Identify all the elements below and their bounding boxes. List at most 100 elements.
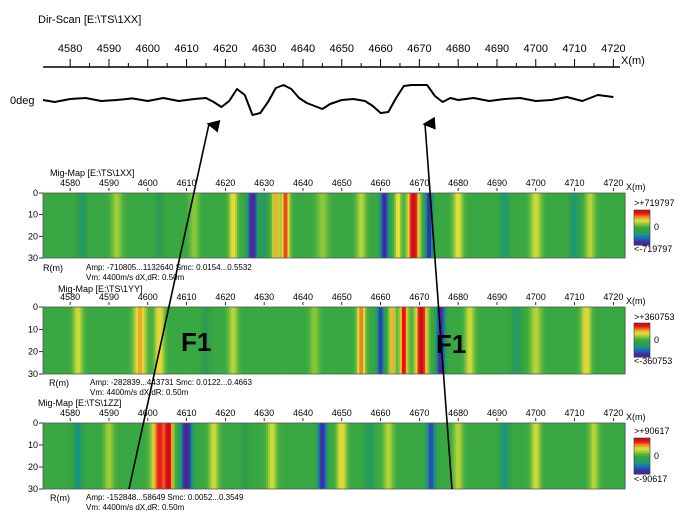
panel-1-heat-cell <box>537 193 541 258</box>
panel-1-heat-cell <box>143 193 147 258</box>
panel-2-heat-cell <box>269 307 273 374</box>
panel-2-heat-cell <box>172 307 176 374</box>
panel-2-colorbar-step <box>634 324 650 327</box>
panel-3-heat-cell <box>287 423 290 489</box>
panel-3-x-label: X(m) <box>626 412 646 422</box>
panel-1-colorbar-step <box>634 215 650 218</box>
panel-2-heat-cell <box>316 307 320 374</box>
panel-2-heat-cell <box>520 307 523 374</box>
panel-2-heat-cell <box>326 307 329 374</box>
panel-3-heat-cell <box>178 423 182 489</box>
panel-1-heat-cell <box>413 193 417 258</box>
panel-1-heat-cell <box>322 193 325 258</box>
panel-3-heat-cell <box>304 423 308 489</box>
panel-3-heat-cell <box>496 423 500 489</box>
panel-3-y-tick-label: 10 <box>28 440 38 450</box>
panel-2-heat-cell <box>332 307 335 374</box>
panel-3-heat-cell <box>174 423 178 489</box>
panel-2-heat-cell <box>394 307 397 374</box>
panel-3-heat-cell <box>436 423 440 489</box>
panel-3-colorbar-step <box>634 448 650 451</box>
panel-2-heat-cell <box>343 307 347 374</box>
panel-3-heat-cell <box>372 423 376 489</box>
panel-3-heat-cell <box>592 423 595 489</box>
panel-3-heat-cell <box>66 423 69 489</box>
panel-2-heat-cell <box>609 307 613 374</box>
panel-1-heat-cell <box>167 193 170 258</box>
panel-1-heat-cell <box>520 193 523 258</box>
panel-2-heat-cell <box>508 307 512 374</box>
panel-3-heat-cell <box>198 423 201 489</box>
panel-3-colorbar-step <box>634 469 650 472</box>
panel-2-heat-cell <box>442 307 446 374</box>
panel-1-heat-cell <box>504 193 508 258</box>
panel-3-x-tick-label: 4620 <box>215 408 235 418</box>
panel-2-heat-cell <box>52 307 56 374</box>
panel-1-heat-cell <box>172 193 176 258</box>
panel-1-heat-cell <box>107 193 110 258</box>
panel-1-r-label: R(m) <box>43 263 63 273</box>
panel-1-y-axis: 0 10 20 30 <box>28 188 43 263</box>
panel-1-heat-cell <box>174 193 178 258</box>
panel-2-r-label: R(m) <box>49 378 69 388</box>
panel-3-heat-cell <box>250 423 254 489</box>
panel-2-heat-cell <box>273 307 277 374</box>
panel-2-cbar-bottom: <-360753 <box>634 356 672 366</box>
panel-2-heat-cell <box>157 307 160 374</box>
panel-1-heat-cell <box>250 193 254 258</box>
panel-1-heat-cell <box>593 193 597 258</box>
panel-1-heat-cell <box>368 193 372 258</box>
panel-1-heat-cell <box>545 193 548 258</box>
panel-3-heat-cell <box>510 423 514 489</box>
panel-2-heat-cell <box>465 307 469 374</box>
panel-3-heat-cell <box>48 423 52 489</box>
panel-2-heat-cell <box>429 307 432 374</box>
panel-1-heat-cell <box>196 193 199 258</box>
panel-1-heat-cell <box>126 193 129 258</box>
panel-3-heat-cell <box>124 423 128 489</box>
panel-2-heat-cell <box>415 307 419 374</box>
panel-3-heat-cell <box>213 423 217 489</box>
panel-3-colorbar-step <box>634 438 650 440</box>
panel-1-colorbar-frame <box>633 209 651 246</box>
panel-3-heat-cell <box>593 423 597 489</box>
panel-2-heat-cell <box>275 307 279 374</box>
panel-3-heat-cell <box>491 423 494 489</box>
panel-1-heat-cell <box>526 193 529 258</box>
panel-1-heat-cell <box>233 193 236 258</box>
panel-2-heat-cell <box>601 307 605 374</box>
panel-1-x-tick-label: 4630 <box>254 178 274 188</box>
panel-1-heat-cell <box>483 193 486 258</box>
panel-2-x-label: X(m) <box>626 296 646 306</box>
panel-1-heat-cell <box>489 193 492 258</box>
panel-2-heat-cell <box>62 307 65 374</box>
panel-2-info-1: Amp: -282839...443731 Smc: 0.0122...0.46… <box>90 378 252 387</box>
panel-2-x-tick-label: 4580 <box>60 292 80 302</box>
panel-2-heat-cell <box>95 307 98 374</box>
trace-line-0deg <box>42 84 614 116</box>
panel-3-heat-cell <box>366 423 370 489</box>
panel-3-heat-cell <box>341 423 345 489</box>
panel-1-x-tick-label: 4590 <box>99 178 119 188</box>
panel-1-heat-cell <box>456 193 459 258</box>
panel-2-cbar-top: >+360753 <box>634 312 675 322</box>
panel-3-heat-cell <box>479 423 483 489</box>
panel-1-heat-cell <box>114 193 118 258</box>
panel-1-heat-cell <box>306 193 310 258</box>
panel-2-heat-cell <box>458 307 461 374</box>
panel-1-colorbar-step <box>634 227 650 230</box>
panel-2-heat-cell <box>101 307 104 374</box>
panel-2-heat-cell <box>114 307 118 374</box>
panel-2-colorbar-step <box>634 349 650 352</box>
panel-1-heat-cell <box>87 193 91 258</box>
panel-3-heat-cell <box>283 423 287 489</box>
dir-scan-tick-label: 4700 <box>524 43 548 55</box>
panel-2-heat-cell <box>524 307 527 374</box>
panel-2-x-axis: 4580 4590 4600 4610 4620 4630 4640 4650 4660 4670… <box>60 292 623 305</box>
panel-2-heat-cell <box>562 307 566 374</box>
panel-2-heat-cell <box>398 307 401 374</box>
panel-3-heat-cell <box>155 423 159 489</box>
panel-2-colorbar-step <box>634 325 650 328</box>
panel-1-heat-cell <box>238 193 242 258</box>
